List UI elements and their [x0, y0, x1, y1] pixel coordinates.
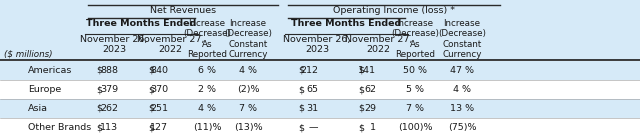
Text: (13)%: (13)%	[234, 123, 262, 132]
Bar	[0, 0, 640, 60]
Text: Americas: Americas	[28, 66, 72, 75]
Text: $: $	[298, 85, 304, 94]
Text: 7 %: 7 %	[406, 104, 424, 113]
Text: Increase
(Decrease)
Constant
Currency: Increase (Decrease) Constant Currency	[224, 19, 272, 59]
Text: —: —	[308, 123, 318, 132]
Text: $: $	[96, 123, 102, 132]
Text: $: $	[96, 85, 102, 94]
Text: $: $	[148, 123, 154, 132]
Text: Operating Income (loss) *: Operating Income (loss) *	[333, 6, 455, 15]
Text: 4 %: 4 %	[198, 104, 216, 113]
Text: $: $	[96, 104, 102, 113]
Text: 47 %: 47 %	[450, 66, 474, 75]
Text: 50 %: 50 %	[403, 66, 427, 75]
Text: $: $	[148, 104, 154, 113]
Text: $: $	[298, 123, 304, 132]
Bar	[0, 61, 640, 80]
Text: ($ millions): ($ millions)	[4, 49, 52, 58]
Text: Asia: Asia	[28, 104, 48, 113]
Text: Three Months Ended: Three Months Ended	[291, 19, 402, 28]
Bar	[0, 99, 640, 118]
Text: (100)%: (100)%	[397, 123, 432, 132]
Text: $: $	[298, 66, 304, 75]
Text: 379: 379	[100, 85, 118, 94]
Text: 212: 212	[300, 66, 318, 75]
Text: 5 %: 5 %	[406, 85, 424, 94]
Text: $: $	[358, 123, 364, 132]
Text: Increase
(Decrease)
Constant
Currency: Increase (Decrease) Constant Currency	[438, 19, 486, 59]
Text: $: $	[358, 85, 364, 94]
Text: 4 %: 4 %	[453, 85, 471, 94]
Text: 127: 127	[150, 123, 168, 132]
Text: November 26,
2023: November 26, 2023	[284, 35, 351, 54]
Text: November 26,
2023: November 26, 2023	[80, 35, 148, 54]
Text: $: $	[148, 85, 154, 94]
Text: November 27,
2022: November 27, 2022	[137, 35, 204, 54]
Text: 2 %: 2 %	[198, 85, 216, 94]
Text: Three Months Ended: Three Months Ended	[86, 19, 196, 28]
Text: 62: 62	[364, 85, 376, 94]
Text: 251: 251	[150, 104, 168, 113]
Text: $: $	[358, 104, 364, 113]
Text: (75)%: (75)%	[448, 123, 476, 132]
Text: 370: 370	[150, 85, 168, 94]
Text: 888: 888	[100, 66, 118, 75]
Text: Europe: Europe	[28, 85, 61, 94]
Text: $: $	[298, 104, 304, 113]
Text: $: $	[358, 66, 364, 75]
Text: 113: 113	[100, 123, 118, 132]
Text: 65: 65	[306, 85, 318, 94]
Text: November 27,
2022: November 27, 2022	[345, 35, 412, 54]
Text: (11)%: (11)%	[193, 123, 221, 132]
Text: 141: 141	[358, 66, 376, 75]
Text: Increase
(Decrease)
As
Reported: Increase (Decrease) As Reported	[391, 19, 439, 59]
Text: 13 %: 13 %	[450, 104, 474, 113]
Text: 262: 262	[100, 104, 118, 113]
Text: 6 %: 6 %	[198, 66, 216, 75]
Text: 1: 1	[370, 123, 376, 132]
Text: 4 %: 4 %	[239, 66, 257, 75]
Text: Increase
(Decrease)
As
Reported: Increase (Decrease) As Reported	[183, 19, 231, 59]
Text: 29: 29	[364, 104, 376, 113]
Text: 840: 840	[150, 66, 168, 75]
Text: $: $	[148, 66, 154, 75]
Text: (2)%: (2)%	[237, 85, 259, 94]
Text: $: $	[96, 66, 102, 75]
Text: Net Revenues: Net Revenues	[150, 6, 216, 15]
Text: 7 %: 7 %	[239, 104, 257, 113]
Text: Other Brands: Other Brands	[28, 123, 92, 132]
Text: 31: 31	[306, 104, 318, 113]
